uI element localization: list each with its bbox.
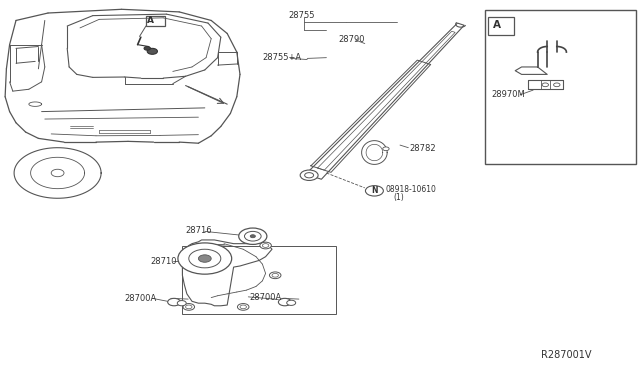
Text: 28700A: 28700A <box>125 294 157 303</box>
Circle shape <box>183 304 195 310</box>
Circle shape <box>186 305 192 309</box>
Text: 28970M: 28970M <box>492 90 525 99</box>
Text: R287001V: R287001V <box>541 350 591 360</box>
Text: A: A <box>147 16 154 25</box>
Circle shape <box>383 147 389 151</box>
Circle shape <box>542 83 548 87</box>
Text: 28710: 28710 <box>150 257 177 266</box>
Circle shape <box>198 255 211 262</box>
Text: 28755+A: 28755+A <box>262 53 301 62</box>
Circle shape <box>177 301 186 306</box>
Text: A: A <box>493 20 501 30</box>
Circle shape <box>168 298 180 306</box>
Circle shape <box>272 273 278 277</box>
Circle shape <box>239 228 267 244</box>
Circle shape <box>287 300 296 305</box>
Text: 28755: 28755 <box>288 11 314 20</box>
Circle shape <box>147 48 157 54</box>
Circle shape <box>144 46 150 50</box>
Circle shape <box>250 235 255 238</box>
Text: 08918-10610: 08918-10610 <box>386 185 436 194</box>
Text: 28700A: 28700A <box>250 293 282 302</box>
Circle shape <box>244 231 261 241</box>
Bar <box>182 246 336 314</box>
Circle shape <box>365 186 383 196</box>
Circle shape <box>178 243 232 274</box>
Circle shape <box>305 173 314 178</box>
Circle shape <box>189 249 221 268</box>
Bar <box>488 17 514 35</box>
Bar <box>146 16 165 26</box>
Text: 28790: 28790 <box>338 35 364 44</box>
Text: N: N <box>371 186 378 195</box>
Text: (1): (1) <box>394 193 404 202</box>
Text: 28716: 28716 <box>186 226 212 235</box>
Bar <box>485 10 636 164</box>
Circle shape <box>269 272 281 279</box>
Circle shape <box>51 169 64 177</box>
Circle shape <box>300 170 318 180</box>
Circle shape <box>262 244 269 247</box>
Circle shape <box>237 304 249 310</box>
Text: 28782: 28782 <box>410 144 436 153</box>
Circle shape <box>260 242 271 249</box>
Circle shape <box>278 298 291 306</box>
Circle shape <box>554 83 560 87</box>
Circle shape <box>240 305 246 309</box>
